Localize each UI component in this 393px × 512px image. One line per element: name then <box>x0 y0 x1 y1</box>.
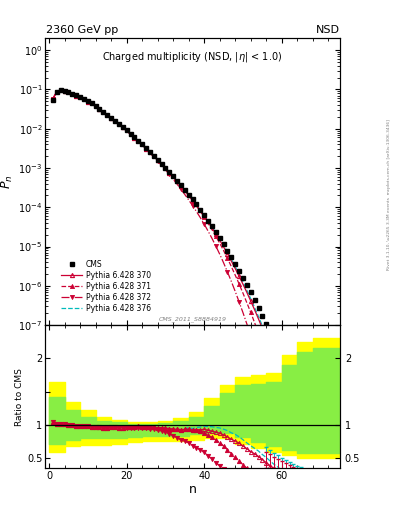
Pythia 6.428 371 <box>120 124 125 131</box>
Pythia 6.428 371 <box>93 103 98 110</box>
Y-axis label: Ratio to CMS: Ratio to CMS <box>15 368 24 426</box>
Pythia 6.428 370 <box>58 87 63 93</box>
Pythia 6.428 371 <box>229 264 234 270</box>
Text: CMS_2011_S8884919: CMS_2011_S8884919 <box>158 316 227 322</box>
Pythia 6.428 370 <box>229 258 234 264</box>
Pythia 6.428 372 <box>51 96 55 102</box>
Pythia 6.428 371 <box>209 227 214 233</box>
Text: NSD: NSD <box>316 25 340 35</box>
CMS <box>229 254 234 260</box>
Pythia 6.428 370 <box>147 150 152 156</box>
Pythia 6.428 376 <box>241 279 245 285</box>
Pythia 6.428 376 <box>58 87 63 93</box>
Pythia 6.428 370 <box>120 124 125 131</box>
CMS <box>58 87 63 93</box>
Y-axis label: $P_n$: $P_n$ <box>0 175 15 189</box>
Pythia 6.428 376 <box>120 124 125 131</box>
Pythia 6.428 370 <box>241 281 245 287</box>
CMS <box>326 467 331 474</box>
Pythia 6.428 371 <box>147 150 152 156</box>
CMS <box>147 149 152 155</box>
Text: 2360 GeV pp: 2360 GeV pp <box>46 25 118 35</box>
Pythia 6.428 372 <box>229 279 234 285</box>
Pythia 6.428 372 <box>241 310 245 316</box>
Line: CMS: CMS <box>51 88 331 473</box>
Line: Pythia 6.428 372: Pythia 6.428 372 <box>51 88 331 512</box>
CMS <box>209 223 214 229</box>
X-axis label: n: n <box>189 483 196 496</box>
Legend: CMS, Pythia 6.428 370, Pythia 6.428 371, Pythia 6.428 372, Pythia 6.428 376: CMS, Pythia 6.428 370, Pythia 6.428 371,… <box>58 257 154 315</box>
Pythia 6.428 376 <box>51 96 55 102</box>
Pythia 6.428 372 <box>209 236 214 242</box>
Pythia 6.428 370 <box>209 225 214 231</box>
Pythia 6.428 372 <box>120 124 125 131</box>
Pythia 6.428 371 <box>58 87 63 93</box>
Pythia 6.428 376 <box>229 256 234 262</box>
CMS <box>120 124 125 130</box>
Line: Pythia 6.428 371: Pythia 6.428 371 <box>51 88 331 512</box>
Pythia 6.428 370 <box>93 103 98 110</box>
Line: Pythia 6.428 376: Pythia 6.428 376 <box>53 90 328 512</box>
Line: Pythia 6.428 370: Pythia 6.428 370 <box>51 88 331 512</box>
Pythia 6.428 372 <box>147 150 152 156</box>
Pythia 6.428 376 <box>93 103 98 110</box>
Text: Charged multiplicity (NSD, $|\eta|$ < 1.0): Charged multiplicity (NSD, $|\eta|$ < 1.… <box>103 50 283 64</box>
Pythia 6.428 372 <box>58 87 63 93</box>
Pythia 6.428 371 <box>241 290 245 296</box>
Pythia 6.428 370 <box>51 96 55 102</box>
Pythia 6.428 372 <box>93 103 98 110</box>
CMS <box>241 275 245 281</box>
Text: Rivet 3.1.10, \u2265 3.3M events  mcplots.cern.ch [arXiv:1306.3436]: Rivet 3.1.10, \u2265 3.3M events mcplots… <box>387 119 391 270</box>
CMS <box>93 103 98 109</box>
Pythia 6.428 376 <box>147 150 152 156</box>
CMS <box>51 97 55 103</box>
Pythia 6.428 376 <box>209 224 214 230</box>
Pythia 6.428 371 <box>51 96 55 102</box>
